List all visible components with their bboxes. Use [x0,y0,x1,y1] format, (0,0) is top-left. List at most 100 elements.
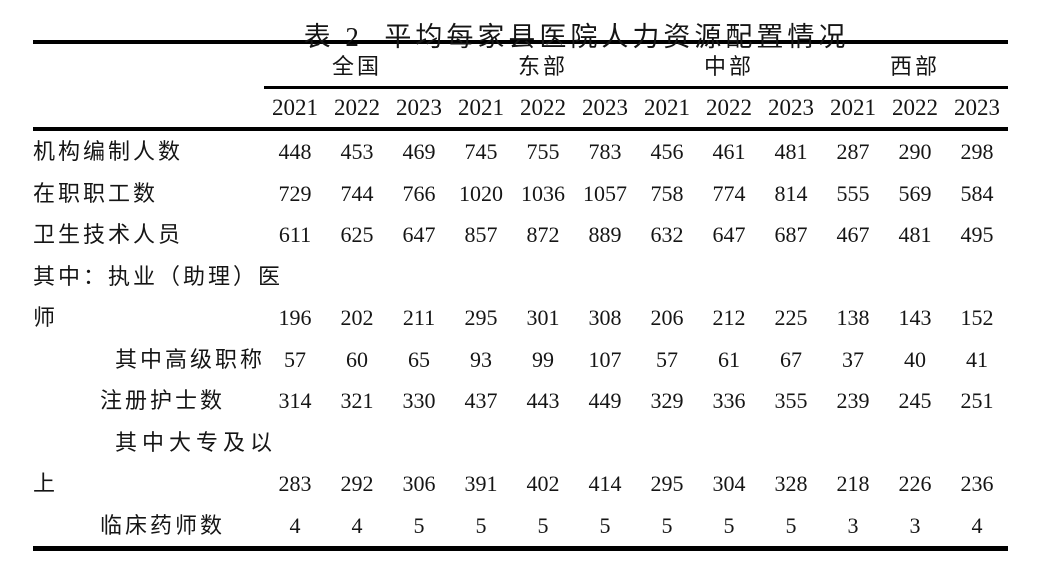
cell-value: 555 [836,180,870,206]
cell-value: 328 [774,471,808,496]
cell-value: 647 [402,222,436,247]
cell-value: 65 [408,346,430,372]
cell-value: 461 [712,139,746,164]
cell-value: 4 [971,512,983,538]
cell-value: 5 [661,512,673,538]
row-label: 卫生技术人员 [33,222,184,247]
cell-value: 443 [526,388,560,413]
cell-value: 321 [340,388,374,413]
cell-value: 611 [278,222,312,247]
cell-value: 814 [774,180,808,206]
cell-value: 448 [278,139,312,164]
cell-value: 308 [588,305,622,330]
column-group-west: 西部 [822,42,1008,89]
group-header-row: 全国 东部 中部 西部 [33,42,1008,89]
stub-cell [33,87,264,131]
cell-value: 298 [960,139,994,164]
cell-value: 304 [712,471,746,496]
cell-value: 330 [402,388,436,413]
cell-value: 152 [960,305,994,330]
cell-value: 402 [526,471,560,496]
table-title: 表 2 平均每家县医院人力资源配置情况 [303,22,850,52]
cell-value: 226 [898,471,932,496]
cell-value: 138 [836,305,870,330]
cell-value: 60 [346,346,368,372]
row-label: 其中：执业（助理）医师 [33,263,284,331]
cell-value: 5 [413,512,425,538]
cell-value: 4 [351,512,363,538]
cell-value: 295 [464,305,498,330]
cell-value: 3 [847,512,859,538]
cell-value: 236 [960,471,994,496]
cell-value: 744 [340,180,374,206]
cell-value: 329 [650,388,684,413]
row-label-cell: 其中大专及以上 [33,422,272,505]
table-row: 临床药师数 4 4 5 5 5 5 5 5 5 3 3 4 [33,505,1008,549]
cell-value: 745 [464,139,498,164]
cell-value: 336 [712,388,746,413]
cell-value: 449 [588,388,622,413]
cell-value: 206 [650,305,684,330]
cell-value: 569 [898,180,932,206]
cell-value: 295 [650,471,684,496]
year-header: 2022 [884,87,946,131]
cell-value: 225 [774,305,808,330]
cell-value: 481 [898,222,932,247]
table-row: 注册护士数 314 321 330 437 443 449 329 336 355 239 245 25… [33,380,1008,422]
cell-value: 755 [526,139,560,164]
cell-value: 5 [537,512,549,538]
cell-value: 4 [289,512,301,538]
cell-value: 1057 [583,180,627,206]
row-label: 其中高级职称 [115,346,266,372]
cell-value: 99 [532,346,554,372]
cell-value: 758 [650,180,684,206]
cell-value: 469 [402,139,436,164]
cell-value: 584 [960,180,994,206]
cell-value: 467 [836,222,870,247]
cell-value: 212 [712,305,746,330]
cell-value: 5 [475,512,487,538]
cell-value: 5 [723,512,735,538]
cell-value: 495 [960,222,994,247]
row-label-cell: 卫生技术人员 [33,214,264,256]
row-label: 在职职工数 [33,180,159,206]
row-label-cell: 其中：执业（助理）医师 [33,256,280,339]
cell-value: 872 [526,222,560,247]
cell-value: 93 [470,346,492,372]
cell-value: 218 [836,471,870,496]
year-header-row: 2021 2022 2023 2021 2022 2023 2021 2022 2023 2021… [33,87,1008,131]
cell-value: 40 [904,346,926,372]
cell-value: 301 [526,305,560,330]
cell-value: 889 [588,222,622,247]
cell-value: 687 [774,222,808,247]
cell-value: 290 [898,139,932,164]
cell-value: 774 [712,180,746,206]
hr-allocation-table: 全国 东部 中部 西部 2021 2022 2023 2021 2022 2023 2021… [33,40,1008,551]
row-label: 其中大专及以上 [33,429,278,497]
cell-value: 1036 [521,180,565,206]
cell-value: 857 [464,222,498,247]
year-header: 2023 [388,87,450,131]
cell-value: 5 [785,512,797,538]
cell-value: 481 [774,139,808,164]
year-header: 2022 [512,87,574,131]
cell-value: 3 [909,512,921,538]
cell-value: 57 [284,346,306,372]
cell-value: 391 [464,471,498,496]
cell-value: 245 [898,388,932,413]
cell-value: 57 [656,346,678,372]
cell-value: 783 [588,139,622,164]
year-header: 2021 [822,87,884,131]
cell-value: 729 [278,180,312,206]
column-group-east: 东部 [450,42,636,89]
cell-value: 107 [588,346,622,372]
row-label: 临床药师数 [100,512,226,538]
cell-value: 437 [464,388,498,413]
cell-value: 37 [842,346,864,372]
cell-value: 251 [960,388,994,413]
cell-value: 239 [836,388,870,413]
cell-value: 61 [718,346,740,372]
cell-value: 306 [402,471,436,496]
year-header: 2023 [574,87,636,131]
